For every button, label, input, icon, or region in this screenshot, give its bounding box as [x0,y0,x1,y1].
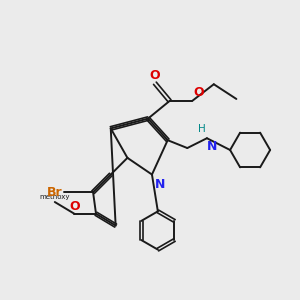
Text: O: O [150,69,160,82]
Text: N: N [155,178,165,191]
Text: O: O [69,200,80,213]
Text: O: O [194,85,204,99]
Text: N: N [207,140,218,153]
Text: H: H [198,124,206,134]
Text: methoxy: methoxy [39,194,70,200]
Text: Br: Br [46,186,62,199]
